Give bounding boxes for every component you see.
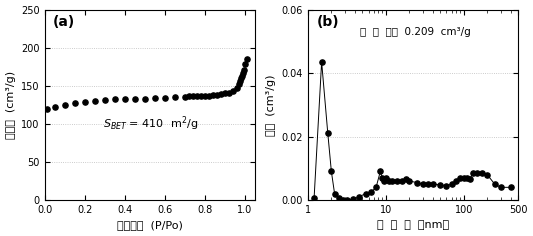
X-axis label: 相对压强  (P/Po): 相对压强 (P/Po) [117, 220, 183, 230]
Point [150, 96, 159, 100]
Point [473, 171, 482, 175]
Point [378, 176, 386, 180]
Point [232, 86, 241, 90]
Point [243, 57, 251, 61]
Point [478, 171, 486, 175]
Point [367, 190, 376, 194]
Point [240, 63, 249, 66]
Point [236, 79, 244, 83]
Point [192, 95, 201, 98]
Y-axis label: 孔容  (cm³/g): 孔容 (cm³/g) [266, 74, 276, 135]
Point [197, 94, 205, 97]
Point [483, 173, 491, 177]
Point [436, 183, 445, 187]
Point [387, 179, 396, 183]
Point [160, 96, 169, 100]
Point [442, 184, 451, 188]
Point [354, 195, 363, 199]
Point [343, 198, 352, 202]
Point [459, 176, 468, 180]
Point [235, 82, 243, 86]
Point [70, 101, 79, 105]
Point [338, 198, 347, 202]
Point [413, 181, 421, 185]
Point [50, 105, 59, 109]
Point [380, 179, 389, 183]
Point [419, 182, 427, 186]
Point [361, 192, 370, 196]
Point [385, 179, 393, 183]
Point [237, 76, 245, 80]
Text: 总  孔  容：  0.209  cm³/g: 总 孔 容： 0.209 cm³/g [360, 27, 471, 37]
Point [310, 197, 318, 200]
Point [238, 74, 246, 78]
Point [463, 177, 471, 180]
Text: (a): (a) [53, 15, 75, 29]
Point [181, 95, 189, 99]
Point [317, 60, 326, 64]
Point [372, 185, 381, 189]
Point [398, 179, 406, 183]
Point [506, 185, 515, 189]
Point [469, 171, 477, 175]
Point [330, 192, 339, 196]
Point [110, 97, 119, 101]
Point [335, 197, 343, 200]
Point [447, 182, 456, 186]
Point [91, 99, 99, 103]
Point [205, 94, 213, 97]
Point [456, 176, 464, 180]
Point [349, 198, 357, 201]
Point [184, 95, 193, 98]
Point [393, 179, 401, 183]
Point [239, 71, 247, 75]
Point [80, 100, 89, 104]
Point [171, 95, 179, 99]
Point [382, 176, 390, 180]
Text: (b): (b) [316, 15, 339, 29]
Point [208, 93, 217, 97]
Point [60, 103, 69, 107]
Point [229, 89, 237, 93]
Point [120, 97, 129, 101]
Point [497, 185, 505, 189]
Point [100, 98, 109, 102]
Point [216, 92, 225, 96]
Text: $S_{BET}$ = 410  m$^2$/g: $S_{BET}$ = 410 m$^2$/g [103, 114, 199, 133]
Point [452, 179, 461, 183]
Y-axis label: 吸附量  (cm³/g): 吸附量 (cm³/g) [5, 71, 15, 139]
Point [213, 93, 221, 97]
Point [42, 107, 51, 111]
Point [490, 182, 499, 186]
X-axis label: 孔  直  径  （nm）: 孔 直 径 （nm） [377, 220, 449, 230]
Point [131, 97, 139, 101]
Point [327, 170, 336, 173]
Point [324, 131, 332, 135]
Point [224, 91, 233, 94]
Point [200, 94, 209, 97]
Point [240, 68, 248, 72]
Point [405, 179, 414, 183]
Point [429, 182, 437, 186]
Point [466, 177, 474, 181]
Point [189, 95, 197, 98]
Point [141, 97, 149, 101]
Point [376, 170, 385, 173]
Point [221, 92, 229, 95]
Point [424, 182, 432, 186]
Point [401, 177, 410, 181]
